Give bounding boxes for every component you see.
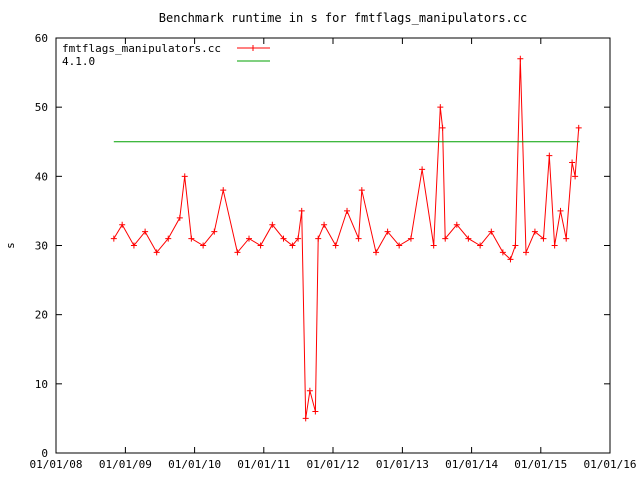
data-point — [302, 415, 309, 422]
data-point — [575, 124, 582, 131]
data-point — [119, 221, 126, 228]
data-point — [439, 124, 446, 131]
data-point — [110, 235, 117, 242]
data-point — [358, 187, 365, 194]
data-point — [280, 235, 287, 242]
series-line-0 — [113, 58, 580, 419]
x-tick-label: 01/01/15 — [514, 458, 567, 471]
axis-ticks: 0 10 20 30 40 50 60 01/01/08 01/01/09 01/01/10 01/… — [30, 32, 637, 471]
data-point — [551, 242, 558, 249]
data-point — [523, 249, 530, 256]
data-point — [153, 249, 160, 256]
x-tick-label: 01/01/09 — [99, 458, 152, 471]
data-point — [269, 221, 276, 228]
y-tick-label: 20 — [35, 309, 48, 322]
data-point — [321, 221, 328, 228]
data-point — [512, 242, 519, 249]
data-point — [200, 242, 207, 249]
y-tick-label: 10 — [35, 378, 48, 391]
data-point — [315, 235, 322, 242]
data-point — [246, 235, 253, 242]
data-point — [407, 235, 414, 242]
data-point — [373, 249, 380, 256]
data-point — [298, 207, 305, 214]
data-point — [355, 235, 362, 242]
x-tick-label: 01/01/14 — [445, 458, 498, 471]
data-point — [234, 249, 241, 256]
data-point — [396, 242, 403, 249]
data-point — [176, 214, 183, 221]
data-point — [188, 235, 195, 242]
data-point — [344, 207, 351, 214]
data-point — [477, 242, 484, 249]
data-point — [430, 242, 437, 249]
x-tick-label: 01/01/16 — [584, 458, 637, 471]
y-tick-label: 50 — [35, 101, 48, 114]
x-tick-label: 01/01/13 — [376, 458, 429, 471]
data-point — [531, 228, 538, 235]
x-tick-label: 01/01/08 — [30, 458, 83, 471]
x-tick-label: 01/01/11 — [237, 458, 290, 471]
data-point — [546, 152, 553, 159]
legend-entry-fmtflags: fmtflags_manipulators.cc — [62, 42, 221, 55]
data-point — [540, 235, 547, 242]
chart-title: Benchmark runtime in s for fmtflags_mani… — [159, 11, 527, 25]
data-point — [306, 387, 313, 394]
legend-marker — [250, 45, 256, 51]
legend: fmtflags_manipulators.cc 4.1.0 — [62, 42, 270, 68]
data-point — [442, 235, 449, 242]
data-point — [181, 173, 188, 180]
data-point — [130, 242, 137, 249]
data-point — [165, 235, 172, 242]
data-point — [563, 235, 570, 242]
y-tick-label: 60 — [35, 32, 48, 45]
x-tick-label: 01/01/12 — [307, 458, 360, 471]
data-point — [488, 228, 495, 235]
series-layer — [110, 55, 582, 422]
data-point — [142, 228, 149, 235]
data-point — [453, 221, 460, 228]
data-point — [312, 408, 319, 415]
data-point — [572, 173, 579, 180]
y-tick-label: 30 — [35, 240, 48, 253]
data-point — [289, 242, 296, 249]
data-point — [211, 228, 218, 235]
data-point — [384, 228, 391, 235]
x-tick-label: 01/01/10 — [168, 458, 221, 471]
data-point — [499, 249, 506, 256]
y-axis-label: s — [4, 242, 17, 249]
data-point — [507, 256, 514, 263]
data-point — [332, 242, 339, 249]
data-point — [220, 187, 227, 194]
data-point — [419, 166, 426, 173]
data-point — [517, 55, 524, 62]
data-point — [465, 235, 472, 242]
y-tick-label: 0 — [41, 447, 48, 460]
data-point — [557, 207, 564, 214]
data-point — [437, 104, 444, 111]
legend-entry-4-1-0: 4.1.0 — [62, 55, 95, 68]
data-point — [257, 242, 264, 249]
data-point — [295, 235, 302, 242]
data-point — [569, 159, 576, 166]
y-tick-label: 40 — [35, 170, 48, 183]
